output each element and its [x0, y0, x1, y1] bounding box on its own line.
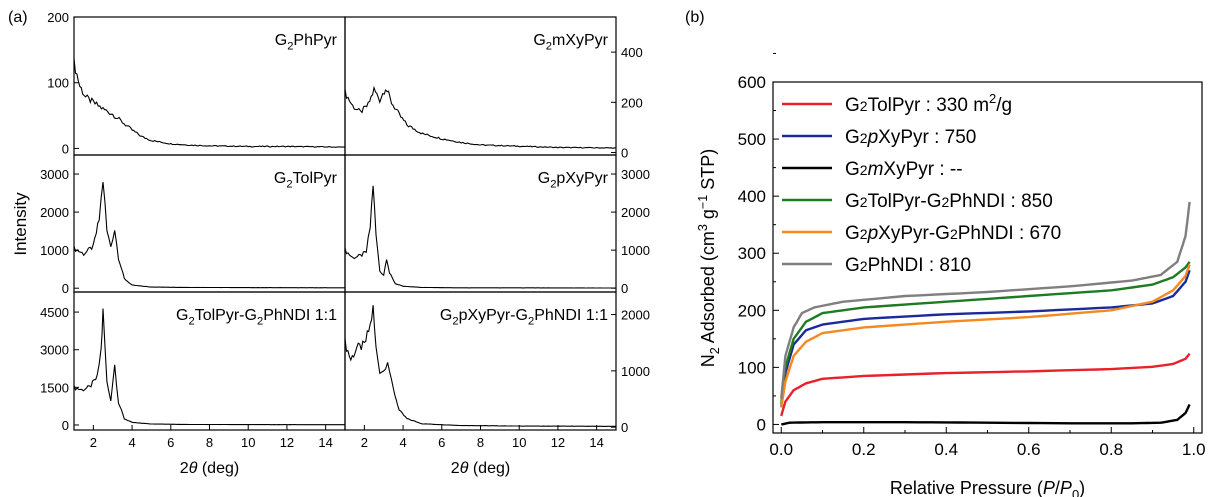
x-tick-label: 0.8	[1099, 440, 1123, 459]
xrd-pattern-line	[345, 85, 616, 149]
x-tick-label: 8	[477, 435, 484, 450]
xrd-panel-top-left: 0 100 200 G2​PhPyr	[47, 10, 346, 156]
y-tick-label: 1000	[40, 243, 69, 258]
x-tick-label: 4	[128, 435, 135, 450]
x-tick-label: 0.6	[1017, 440, 1041, 459]
x-tick-label: 0.4	[934, 440, 958, 459]
x-tick-label: 14	[589, 435, 603, 450]
x-tick-label: 4	[399, 435, 406, 450]
x-tick-label: 6	[438, 435, 445, 450]
y-tick-label: 0	[757, 415, 766, 434]
y-tick-label: 200	[47, 10, 69, 25]
y-tick-label: 0	[62, 418, 69, 433]
y-tick-label: 200	[738, 301, 766, 320]
xrd-panel-bottom-right: 0 1000 2000 2 4 6 8 10 12 14 2θ (deg) G2​pXyPyr-G2​…	[344, 291, 650, 477]
y-tick-label: 3000	[621, 167, 650, 182]
xrd-panel-title: G2​mXyPyr	[533, 32, 608, 52]
y-axis-label: N2​ Adsorbed (cm3​ g−1​ STP)	[696, 149, 722, 368]
isotherm-line	[780, 261, 1191, 405]
legend-label: G2TolPyr : 330 m2​/g	[845, 91, 1012, 116]
y-tick-label: 0	[621, 281, 628, 296]
y-tick-label: 0	[62, 281, 69, 296]
y-tick-label: 0	[621, 420, 628, 435]
xrd-panel-title: G2​pXyPyr-G2​PhNDI 1:1	[440, 307, 608, 327]
x-tick-label: 2	[361, 435, 368, 450]
xrd-pattern-line	[74, 308, 345, 426]
x-tick-label: 10	[241, 435, 255, 450]
xrd-pattern-line	[74, 58, 345, 148]
xrd-panel-title: G2​TolPyr	[274, 170, 338, 190]
y-tick-label: 3000	[40, 167, 69, 182]
xrd-panel-middle-left: 0 1000 2000 3000 G2​TolPyr	[40, 154, 346, 296]
xrd-panel-title: G2​pXyPyr	[538, 170, 609, 190]
x-tick-label: 12	[280, 435, 294, 450]
xrd-panel-top-right: 0 200 400 G2​mXyPyr	[344, 16, 643, 160]
y-tick-label: 100	[738, 358, 766, 377]
x-axis-label: Relative Pressure (P/P0)	[890, 478, 1085, 497]
y-tick-label: 1000	[621, 364, 650, 379]
y-tick-label: 400	[738, 187, 766, 206]
y-tick-label: 2000	[621, 205, 650, 220]
legend: G2TolPyr : 330 m2​/g G2pXyPyr : 750 G2mXyP…	[782, 91, 1061, 276]
panel-a-xrd-patterns: 0100200G2​PhPyr0200400G2​mXyPyr010002000…	[11, 10, 650, 477]
isotherm-line	[780, 264, 1191, 408]
y-tick-label: 300	[738, 244, 766, 263]
y-tick-label: 4500	[40, 305, 69, 320]
legend-label: G2PhNDI : 810	[845, 255, 971, 276]
panel-b-n2-isotherms: 0 100 200 300 400 500 600 0.0 0.2 0.4 0.6 0.8 1.0 Rel…	[696, 52, 1206, 497]
plot-frame	[772, 81, 1203, 434]
isotherm-line	[781, 403, 1191, 426]
y-tick-label: 1500	[40, 380, 69, 395]
y-tick-label: 400	[621, 45, 643, 60]
xrd-panel-bottom-left: 0 1500 3000 4500 2 4 6 8 10 12 14 2θ (deg) G2​TolPyr…	[40, 291, 346, 477]
x-tick-label: 0.2	[852, 440, 876, 459]
y-tick-label: 100	[47, 76, 69, 91]
x-axis-label: 2θ (deg)	[180, 460, 239, 477]
panel-label-a: (a)	[8, 9, 28, 26]
y-tick-label: 3000	[40, 343, 69, 358]
y-tick-label: 200	[621, 95, 643, 110]
isotherm-line	[780, 201, 1191, 399]
x-tick-label: 1.0	[1182, 440, 1206, 459]
x-tick-label: 6	[167, 435, 174, 450]
y-tick-label: 500	[738, 130, 766, 149]
y-tick-label: 2000	[621, 308, 650, 323]
y-axis-label-intensity: Intensity	[11, 192, 30, 256]
legend-label: G2mXyPyr : --	[845, 159, 963, 180]
x-tick-label: 12	[551, 435, 565, 450]
x-tick-label: 0.0	[769, 440, 793, 459]
y-tick-label: 600	[738, 73, 766, 92]
y-tick-label: 2000	[40, 205, 69, 220]
xrd-panel-middle-right: 0 1000 2000 3000 G2​pXyPyr	[344, 154, 650, 296]
x-tick-label: 10	[512, 435, 526, 450]
xrd-pattern-line	[345, 305, 616, 427]
x-axis-label: 2θ (deg)	[451, 460, 510, 477]
panel-label-b: (b)	[685, 9, 705, 26]
xrd-pattern-line	[345, 185, 616, 289]
xrd-panel-title: G2​PhPyr	[275, 32, 338, 52]
y-tick-label: 0	[621, 145, 628, 160]
y-tick-label: 1000	[621, 243, 650, 258]
x-tick-label: 14	[318, 435, 332, 450]
legend-label: G2pXyPyr : 750	[845, 127, 976, 148]
isotherm-line	[780, 269, 1191, 408]
x-tick-label: 2	[90, 435, 97, 450]
isotherm-line	[780, 352, 1191, 417]
legend-label: G2pXyPyr-G2PhNDI : 670	[845, 223, 1061, 244]
xrd-pattern-line	[74, 182, 345, 289]
xrd-panel-title: G2​TolPyr-G2​PhNDI 1:1	[176, 307, 337, 327]
x-tick-label: 8	[206, 435, 213, 450]
legend-label: G2TolPyr-G2PhNDI : 850	[845, 191, 1053, 212]
y-tick-label: 0	[62, 141, 69, 156]
